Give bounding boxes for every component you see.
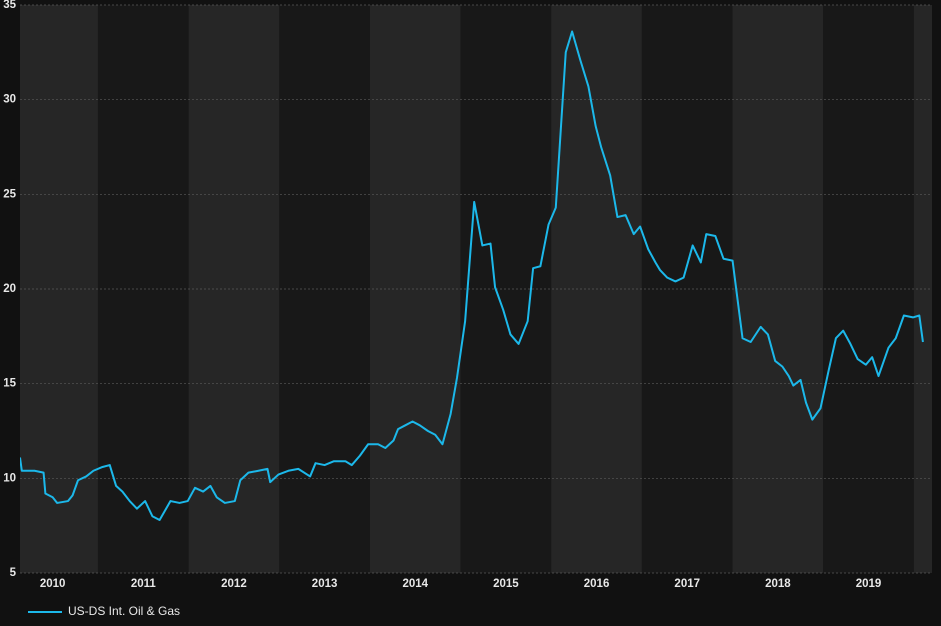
x-tick-label: 2012 bbox=[221, 578, 247, 590]
x-tick-label: 2011 bbox=[131, 578, 157, 590]
x-tick-label: 2015 bbox=[493, 578, 519, 590]
year-band bbox=[369, 5, 461, 573]
x-tick-label: 2010 bbox=[40, 578, 66, 590]
y-tick-label: 5 bbox=[10, 567, 17, 579]
year-band bbox=[913, 5, 932, 573]
y-tick-label: 10 bbox=[3, 472, 16, 484]
y-tick-label: 30 bbox=[3, 94, 16, 106]
y-tick-label: 25 bbox=[3, 188, 16, 200]
y-tick-label: 20 bbox=[3, 283, 16, 295]
y-tick-label: 35 bbox=[3, 0, 16, 11]
labels: 2010 2011 2012 2013 2014 2015 2016 2017 2018 2019… bbox=[3, 0, 881, 618]
y-tick-label: 15 bbox=[3, 378, 16, 390]
grid bbox=[20, 4, 932, 574]
x-tick-label: 2013 bbox=[312, 578, 338, 590]
series-line bbox=[20, 30, 924, 521]
x-tick-label: 2014 bbox=[402, 578, 428, 590]
legend-label: US-DS Int. Oil & Gas bbox=[68, 604, 180, 618]
x-tick-label: 2016 bbox=[584, 578, 610, 590]
x-tick-label: 2018 bbox=[765, 578, 791, 590]
year-band bbox=[641, 5, 733, 573]
series-layer bbox=[20, 30, 924, 521]
x-tick-label: 2019 bbox=[856, 578, 882, 590]
year-band bbox=[97, 5, 189, 573]
x-tick-label: 2017 bbox=[674, 578, 700, 590]
